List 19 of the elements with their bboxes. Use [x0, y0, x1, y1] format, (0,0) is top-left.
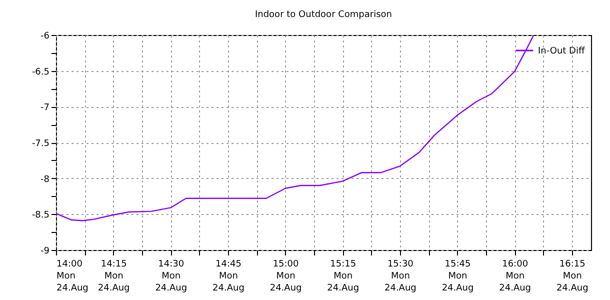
x-tick-label: 15:30 Mon 24.Aug: [384, 260, 416, 294]
x-tick-label: 16:00 Mon 24.Aug: [499, 260, 532, 294]
x-tick-label: 14:45 Mon 24.Aug: [212, 260, 244, 294]
y-tick-label: -8: [40, 174, 50, 185]
y-tick-label: -6: [40, 32, 50, 42]
y-tick-label: -6.5: [32, 67, 50, 78]
x-tick-label: 16:15 Mon 24.Aug: [556, 260, 588, 294]
y-tick-label: -9: [40, 246, 50, 256]
x-tick-label: 15:45 Mon 24.Aug: [442, 260, 474, 294]
x-tick-label: 14:00 Mon 24.Aug: [56, 260, 88, 294]
x-tick-label: 14:15 Mon 24.Aug: [98, 260, 130, 294]
legend-label: In-Out Diff: [538, 46, 586, 56]
chart-title: Indoor to Outdoor Comparison: [254, 10, 392, 20]
x-tick-label: 15:00 Mon 24.Aug: [270, 260, 302, 294]
y-tick-label: -7: [40, 103, 50, 114]
x-tick-label: 15:15 Mon 24.Aug: [327, 260, 360, 294]
x-tick-label: 14:30 Mon 24.Aug: [155, 260, 188, 294]
y-tick-label: -7.5: [32, 139, 50, 149]
y-tick-label: -8.5: [32, 210, 50, 221]
